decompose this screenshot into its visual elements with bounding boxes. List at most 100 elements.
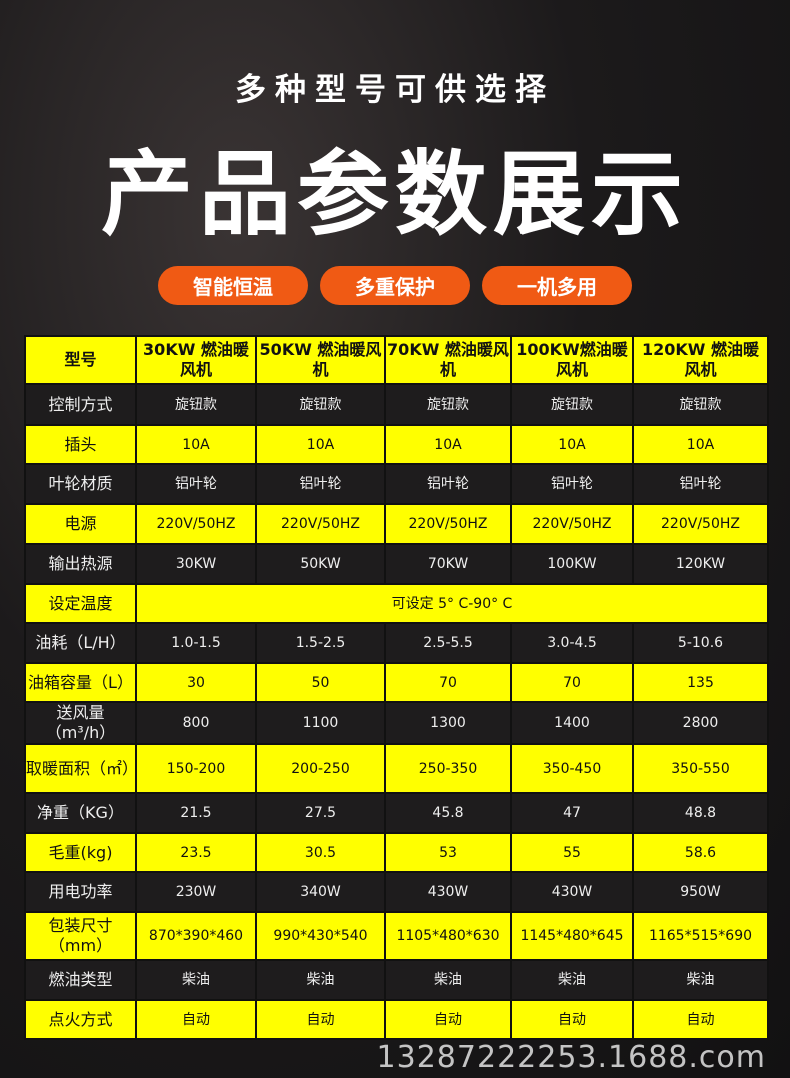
row-value: 10A (384, 424, 512, 465)
row-value: 2800 (632, 701, 769, 745)
row-value: 10A (632, 424, 769, 465)
row-value: 铝叶轮 (135, 463, 257, 505)
row-value: 350-450 (510, 743, 634, 794)
row-value: 自动 (135, 999, 257, 1040)
row-value: 柴油 (632, 959, 769, 1001)
row-value: 铝叶轮 (632, 463, 769, 505)
table-row: 毛重(kg) 23.5 30.5 53 55 58.6 (24, 832, 769, 873)
row-value: 47 (510, 792, 634, 834)
row-label: 控制方式 (24, 383, 137, 426)
row-value: 250-350 (384, 743, 512, 794)
row-value: 10A (255, 424, 386, 465)
row-value: 柴油 (510, 959, 634, 1001)
page-title: 产品参数展示 (100, 141, 689, 248)
row-value: 自动 (255, 999, 386, 1040)
row-label: 设定温度 (24, 583, 137, 624)
row-label: 净重（KG） (24, 792, 137, 834)
row-value: 1105*480*630 (384, 911, 512, 961)
table-row: 油箱容量（L） 30 50 70 70 135 (24, 662, 769, 703)
row-value: 27.5 (255, 792, 386, 834)
row-value: 旋钮款 (384, 383, 512, 426)
table-row: 叶轮材质 铝叶轮 铝叶轮 铝叶轮 铝叶轮 铝叶轮 (24, 463, 769, 505)
row-label: 插头 (24, 424, 137, 465)
row-value: 1.0-1.5 (135, 622, 257, 664)
feature-badge: 多重保护 (320, 266, 470, 305)
row-value: 150-200 (135, 743, 257, 794)
row-value: 200-250 (255, 743, 386, 794)
row-label: 包装尺寸（mm） (24, 911, 137, 961)
row-value: 220V/50HZ (255, 503, 386, 545)
row-value: 220V/50HZ (384, 503, 512, 545)
row-value: 950W (632, 871, 769, 913)
row-value: 30KW (135, 543, 257, 585)
model-header: 100KW燃油暖风机 (510, 335, 634, 385)
row-value: 48.8 (632, 792, 769, 834)
spec-table: 型号 30KW 燃油暖风机 50KW 燃油暖风机 70KW 燃油暖风机 100KW燃油暖… (24, 335, 769, 1040)
row-value: 10A (135, 424, 257, 465)
table-row: 插头 10A 10A 10A 10A 10A (24, 424, 769, 465)
table-row: 设定温度 可设定 5° C-90° C (24, 583, 769, 624)
row-value: 10A (510, 424, 634, 465)
row-value: 70KW (384, 543, 512, 585)
row-value: 53 (384, 832, 512, 873)
table-row: 点火方式 自动 自动 自动 自动 自动 (24, 999, 769, 1040)
row-value: 30 (135, 662, 257, 703)
row-value: 柴油 (255, 959, 386, 1001)
table-row: 输出热源 30KW 50KW 70KW 100KW 120KW (24, 543, 769, 585)
row-value: 220V/50HZ (510, 503, 634, 545)
row-value: 23.5 (135, 832, 257, 873)
watermark: 13287222253.1688.com (376, 1040, 766, 1075)
subtitle: 多种型号可供选择 (235, 72, 555, 108)
row-value: 旋钮款 (255, 383, 386, 426)
table-row: 油耗（L/H） 1.0-1.5 1.5-2.5 2.5-5.5 3.0-4.5 5-10.… (24, 622, 769, 664)
row-label: 点火方式 (24, 999, 137, 1040)
row-label: 取暖面积（㎡） (24, 743, 138, 794)
row-value: 100KW (510, 543, 634, 585)
row-value: 30.5 (255, 832, 386, 873)
row-value: 45.8 (384, 792, 512, 834)
feature-badge: 一机多用 (482, 266, 632, 305)
row-value: 990*430*540 (255, 911, 386, 961)
row-label: 送风量（m³/h） (24, 701, 137, 745)
row-value: 220V/50HZ (135, 503, 257, 545)
row-value: 5-10.6 (632, 622, 769, 664)
row-value: 1.5-2.5 (255, 622, 386, 664)
row-label: 油箱容量（L） (24, 662, 137, 703)
row-value: 自动 (632, 999, 769, 1040)
table-row: 电源 220V/50HZ 220V/50HZ 220V/50HZ 220V/50HZ 22… (24, 503, 769, 545)
table-row: 燃油类型 柴油 柴油 柴油 柴油 柴油 (24, 959, 769, 1001)
model-header: 120KW 燃油暖风机 (632, 335, 769, 385)
row-label: 燃油类型 (24, 959, 137, 1001)
table-row: 用电功率 230W 340W 430W 430W 950W (24, 871, 769, 913)
row-value: 自动 (510, 999, 634, 1040)
row-label: 输出热源 (24, 543, 137, 585)
table-row: 取暖面积（㎡） 150-200 200-250 250-350 350-450 350-5… (24, 743, 769, 794)
row-label: 用电功率 (24, 871, 137, 913)
row-value: 220V/50HZ (632, 503, 769, 545)
feature-badges: 智能恒温 多重保护 一机多用 (0, 266, 790, 305)
row-value: 旋钮款 (632, 383, 769, 426)
row-value: 50 (255, 662, 386, 703)
row-label: 油耗（L/H） (24, 622, 137, 664)
row-value: 120KW (632, 543, 769, 585)
model-header: 30KW 燃油暖风机 (135, 335, 257, 385)
row-value: 1145*480*645 (510, 911, 634, 961)
row-value: 1300 (384, 701, 512, 745)
row-value: 可设定 5° C-90° C (135, 583, 769, 624)
row-value: 55 (510, 832, 634, 873)
row-value: 旋钮款 (135, 383, 257, 426)
row-value: 1100 (255, 701, 386, 745)
row-value: 柴油 (135, 959, 257, 1001)
row-value: 430W (384, 871, 512, 913)
row-value: 柴油 (384, 959, 512, 1001)
row-value: 70 (510, 662, 634, 703)
model-header: 70KW 燃油暖风机 (384, 335, 512, 385)
row-value: 2.5-5.5 (384, 622, 512, 664)
row-value: 350-550 (632, 743, 769, 794)
row-value: 21.5 (135, 792, 257, 834)
row-value: 50KW (255, 543, 386, 585)
row-label: 毛重(kg) (24, 832, 137, 873)
row-value: 1165*515*690 (632, 911, 769, 961)
table-row: 送风量（m³/h） 800 1100 1300 1400 2800 (24, 701, 769, 745)
row-value: 1400 (510, 701, 634, 745)
